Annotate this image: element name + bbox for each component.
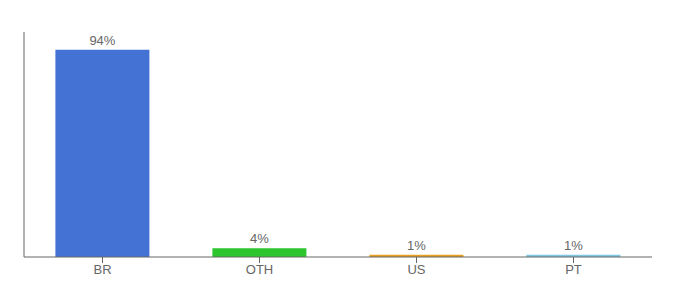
svg-text:PT: PT: [565, 262, 582, 277]
svg-text:94%: 94%: [89, 33, 115, 48]
svg-text:4%: 4%: [250, 231, 269, 246]
svg-text:1%: 1%: [407, 238, 426, 253]
svg-text:US: US: [407, 262, 425, 277]
svg-text:OTH: OTH: [246, 262, 273, 277]
svg-text:1%: 1%: [564, 238, 583, 253]
svg-text:BR: BR: [93, 262, 111, 277]
